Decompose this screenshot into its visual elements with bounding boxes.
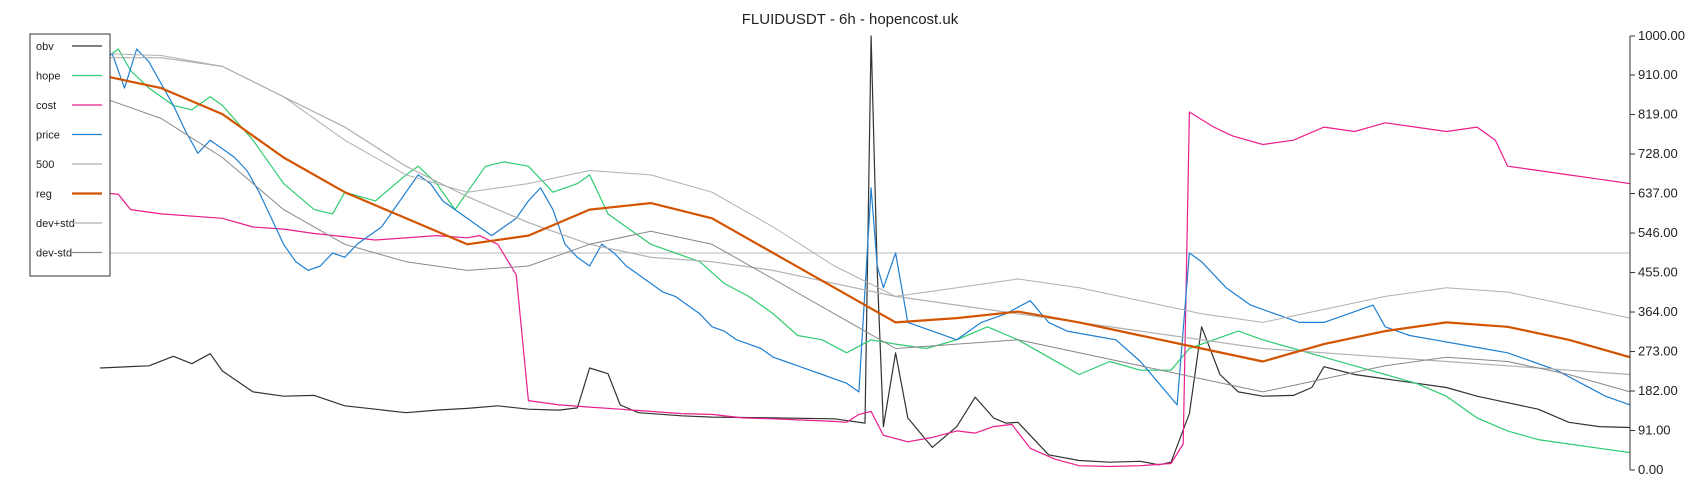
y-tick-label: 546.00 xyxy=(1638,225,1678,240)
series-line-obv xyxy=(99,35,1631,466)
y-tick-label: 910.00 xyxy=(1638,67,1678,82)
legend-label: hope xyxy=(36,71,60,83)
y-tick-label: 0.00 xyxy=(1638,462,1663,477)
legend-label: price xyxy=(36,130,60,142)
legend-label: cost xyxy=(36,100,56,112)
legend-label: obv xyxy=(36,41,54,53)
y-tick-label: 637.00 xyxy=(1638,186,1678,201)
y-tick-label: 364.00 xyxy=(1638,304,1678,319)
series-line-hope xyxy=(99,48,1631,454)
y-tick-label: 1000.00 xyxy=(1638,28,1685,43)
y-tick-label: 273.00 xyxy=(1638,344,1678,359)
y-tick-label: 728.00 xyxy=(1638,146,1678,161)
y-tick-label: 455.00 xyxy=(1638,265,1678,280)
y-tick-label: 182.00 xyxy=(1638,383,1678,398)
legend-box xyxy=(29,33,111,277)
series-line-price xyxy=(99,48,1631,406)
y-tick-label: 91.00 xyxy=(1638,423,1671,438)
legend-label: dev-std xyxy=(36,248,72,260)
legend: obv hope cost price 500 reg dev+std dev-std xyxy=(29,33,111,277)
chart-title: FLUIDUSDT - 6h - hopencost.uk xyxy=(742,11,959,28)
series-line-cost xyxy=(99,111,1631,468)
y-axis: 1000.00 910.00 819.00 728.00 637.00 546.00 455… xyxy=(1629,28,1685,477)
series-line-dev-std xyxy=(99,96,1631,393)
y-tick-label: 819.00 xyxy=(1638,107,1678,122)
series-group xyxy=(99,35,1631,468)
legend-label: reg xyxy=(36,189,52,201)
series-line-dev-std xyxy=(99,52,1631,323)
legend-label: 500 xyxy=(36,159,54,171)
series-line-500 xyxy=(100,57,1631,376)
series-line-reg xyxy=(99,74,1631,363)
legend-label: dev+std xyxy=(36,218,75,230)
